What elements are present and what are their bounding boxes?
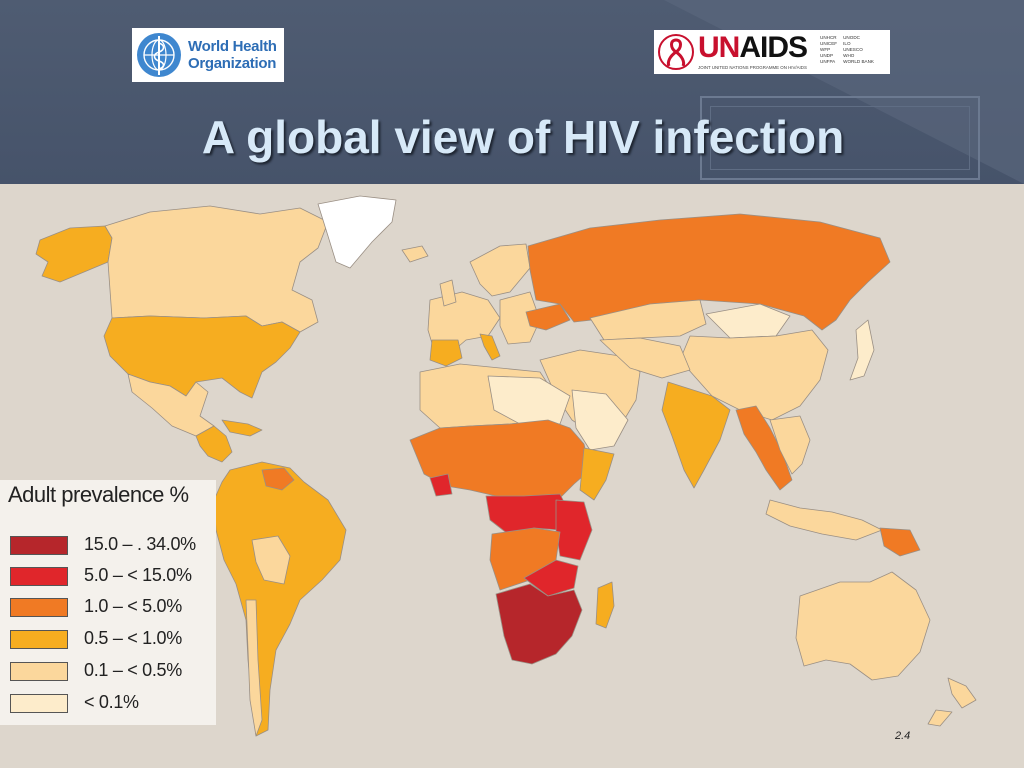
cosponsor: WFP (820, 47, 831, 52)
region-arabia (571, 389, 629, 451)
legend-swatch (10, 694, 68, 713)
region-iceland (401, 245, 429, 263)
legend-label: 0.5 – < 1.0% (84, 628, 182, 648)
legend-title: Adult prevalence % (8, 482, 189, 507)
region-china (679, 329, 829, 421)
unaids-logo: UNAIDS JOINT UNITED NATIONS PROGRAMME ON… (654, 30, 890, 74)
cosponsor: WORLD BANK (843, 59, 874, 64)
region-russia (527, 213, 891, 331)
region-cote-divoire (429, 473, 453, 497)
region-myanmar-thailand (735, 405, 793, 491)
region-alaska (35, 225, 113, 283)
legend-swatch (10, 630, 68, 649)
cosponsor: UNHCR (820, 35, 837, 40)
region-mongolia (705, 303, 791, 339)
legend-label: 15.0 – . 34.0% (84, 534, 196, 554)
world-map-svg (35, 195, 977, 737)
slide-header: World Health Organization UNAIDS JOINT U… (0, 0, 1024, 184)
region-indonesia (765, 499, 883, 541)
region-canada (104, 205, 329, 333)
legend-item: 15.0 – . 34.0% (10, 534, 210, 558)
legend-label: 5.0 – < 15.0% (84, 565, 192, 585)
legend-swatch (10, 536, 68, 555)
region-papua (879, 527, 921, 557)
slide-title: A global view of HIV infection (201, 111, 845, 163)
cosponsor: UNFPA (820, 59, 836, 64)
who-text: World Health Organization (188, 38, 277, 72)
legend-swatch (10, 662, 68, 681)
region-eastern-europe (499, 291, 541, 345)
legend-item: 0.1 – < 0.5% (10, 660, 210, 684)
region-horn-africa (579, 447, 615, 501)
region-uk (439, 279, 457, 307)
red-ribbon-icon (658, 34, 694, 70)
legend-item: 1.0 – < 5.0% (10, 596, 210, 620)
unaids-cosponsors: UNHCR UNICEF WFP UNDP UNFPA UNODC ILO UN… (820, 35, 874, 65)
map-legend: Adult prevalence % 15.0 – . 34.0% 5.0 – … (0, 480, 216, 725)
region-central-america (195, 425, 233, 463)
cosponsor: UNODC (843, 35, 860, 40)
unaids-cosponsors-left: UNHCR UNICEF WFP UNDP UNFPA (820, 35, 837, 65)
unaids-subtitle: JOINT UNITED NATIONS PROGRAMME ON HIV/AI… (698, 65, 807, 70)
legend-swatch (10, 567, 68, 586)
cosponsor: UNESCO (843, 47, 863, 52)
unaids-prefix: UN (698, 31, 740, 64)
region-spain-portugal (429, 339, 463, 367)
region-se-asia (769, 415, 811, 475)
region-guyana (261, 467, 295, 491)
unaids-wordmark: UNAIDS (698, 31, 808, 64)
who-text-line2: Organization (188, 55, 277, 72)
cosponsor: UNICEF (820, 41, 838, 46)
legend-label: 0.1 – < 0.5% (84, 660, 182, 680)
page-number: 2.4 (895, 730, 911, 742)
region-india (661, 381, 731, 489)
region-greenland (317, 195, 397, 269)
header-frame (700, 96, 980, 180)
region-new-zealand (927, 677, 977, 727)
legend-label: 1.0 – < 5.0% (84, 596, 182, 616)
region-east-africa (555, 499, 593, 561)
who-logo: World Health Organization (132, 28, 284, 82)
legend-item: 0.5 – < 1.0% (10, 628, 210, 652)
region-ukraine (525, 303, 571, 331)
legend-label: < 0.1% (84, 692, 139, 712)
unaids-cosponsors-right: UNODC ILO UNESCO WHO WORLD BANK (843, 35, 874, 65)
who-emblem-icon (137, 33, 181, 77)
world-map: Adult prevalence % 15.0 – . 34.0% 5.0 – … (0, 184, 1024, 768)
header-frame-inner (710, 106, 970, 170)
region-australia (795, 571, 931, 681)
unaids-suffix: AIDS (739, 31, 808, 64)
who-text-line1: World Health (188, 38, 277, 55)
cosponsor: UNDP (820, 53, 834, 58)
region-caribbean (221, 419, 263, 437)
region-italy (479, 333, 501, 361)
legend-item: 5.0 – < 15.0% (10, 565, 210, 589)
region-japan (849, 319, 875, 381)
region-madagascar (595, 581, 615, 629)
region-mexico (127, 373, 215, 437)
region-chile (245, 599, 263, 737)
region-scandinavia (469, 243, 531, 297)
cosponsor: ILO (843, 41, 851, 46)
legend-item: < 0.1% (10, 692, 210, 716)
cosponsor: WHO (843, 53, 855, 58)
region-southern-africa (495, 583, 583, 665)
region-bolivia-paraguay (251, 535, 291, 585)
legend-swatch (10, 598, 68, 617)
region-central-asia (599, 337, 691, 379)
region-south-america (213, 461, 347, 737)
